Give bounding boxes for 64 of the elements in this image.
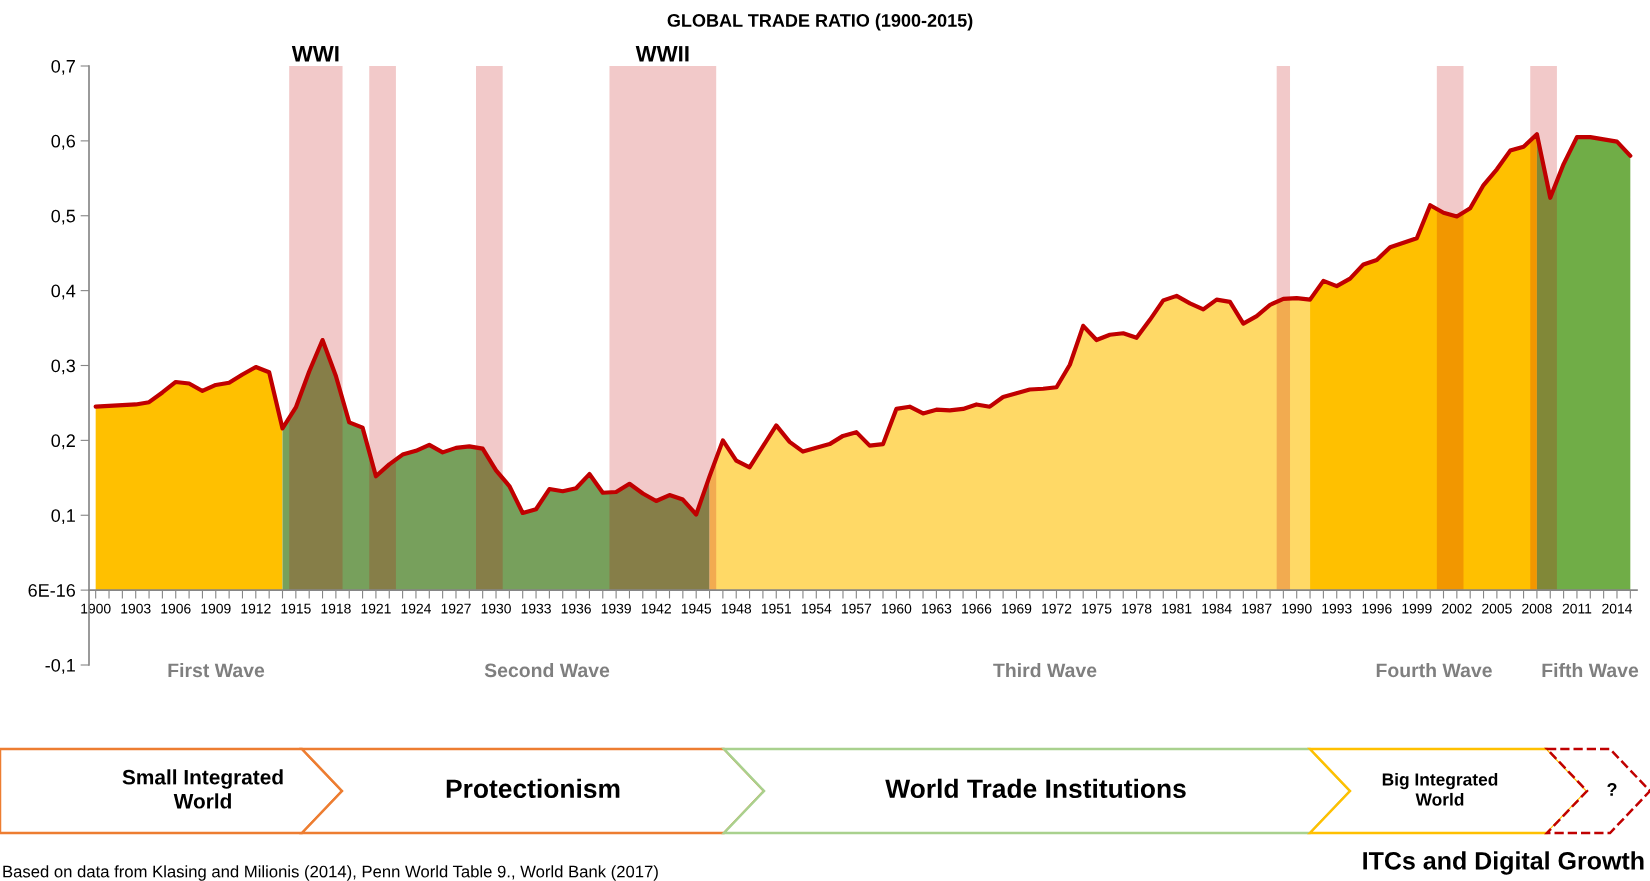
x-tick-label: 1924 — [401, 603, 431, 614]
x-tick-label: 1918 — [321, 603, 351, 614]
x-tick-label: 1984 — [1202, 603, 1232, 614]
x-tick-label: 1966 — [962, 603, 992, 614]
x-tick-label: 2008 — [1522, 603, 1552, 614]
annotation: Fourth Wave — [1376, 662, 1492, 678]
y-tick-label: 0,6 — [51, 134, 76, 150]
x-tick-label: 1912 — [241, 603, 271, 614]
x-tick-label: 1939 — [601, 603, 631, 614]
annotation: Third Wave — [993, 662, 1097, 678]
x-tick-label: 1945 — [681, 603, 712, 614]
x-tick-label: 1909 — [201, 603, 231, 614]
line-series — [93, 132, 1633, 517]
y-tick-label: 0,2 — [51, 434, 75, 450]
x-tick-label: 1975 — [1082, 603, 1112, 614]
text: ? — [1607, 783, 1617, 796]
x-tick-label: 1960 — [881, 603, 912, 614]
x-tick-label: 1927 — [441, 603, 471, 614]
x-tick-label: 1981 — [1162, 603, 1192, 614]
x-tick-label: 1963 — [922, 603, 952, 614]
y-tick-label: 0,1 — [51, 509, 75, 525]
y-tick-label: 6E-16 — [28, 584, 76, 597]
x-tick-label: 1996 — [1362, 603, 1392, 614]
band-label: WWI — [291, 46, 339, 62]
text: Protectionism — [446, 778, 620, 799]
x-tick-label: 1990 — [1282, 603, 1312, 614]
x-tick-label: 1954 — [801, 603, 832, 614]
x-tick-label: 1969 — [1002, 603, 1032, 614]
y-tick-label: 0,3 — [51, 359, 76, 375]
x-tick-label: 1948 — [721, 603, 752, 614]
x-tick-label: 1921 — [361, 603, 391, 614]
x-tick-label: 2005 — [1482, 603, 1512, 614]
x-tick-label: 1933 — [521, 603, 551, 614]
x-tick-label: 2011 — [1562, 603, 1592, 614]
chart-title: GLOBAL TRADE RATIO (1900-2015) — [667, 13, 973, 31]
text: Big Integrated World — [1382, 772, 1498, 806]
x-tick-label: 1999 — [1402, 603, 1432, 614]
x-tick-label: 1957 — [841, 603, 872, 614]
annotation: Fifth Wave — [1542, 662, 1639, 678]
x-tick-label: 1903 — [121, 603, 151, 614]
x-tick-label: 1906 — [161, 603, 191, 614]
x-tick-label: 2002 — [1442, 603, 1472, 614]
text: ITCs and Digital Growth — [1363, 851, 1644, 875]
y-tick-label: -0,1 — [45, 658, 75, 674]
x-tick-label: 1942 — [641, 603, 671, 614]
x-tick-label: 1978 — [1122, 603, 1152, 614]
annotation: Second Wave — [484, 662, 610, 678]
y-tick-label: 0,5 — [51, 209, 76, 225]
x-tick-label: 1993 — [1322, 603, 1352, 614]
x-tick-label: 1972 — [1042, 603, 1072, 614]
x-tick-label: 1987 — [1242, 603, 1272, 614]
x-tick-label: 1951 — [761, 603, 792, 614]
annotation: First Wave — [168, 662, 265, 678]
x-tick-label: 1900 — [81, 603, 111, 614]
x-tick-label: 1930 — [481, 603, 511, 614]
text: Small Integrated World — [122, 769, 283, 809]
y-tick-label: 0,7 — [51, 59, 75, 75]
y-tick-label: 0,4 — [51, 284, 76, 300]
text: World Trade Institutions — [885, 778, 1186, 799]
x-tick-label: 1915 — [281, 603, 311, 614]
x-tick-label: 1936 — [561, 603, 591, 614]
text: Based on data from Klasing and Milionis (2014), Penn World Table 9., World Bank (2017) — [3, 865, 658, 881]
band-label: WWII — [635, 46, 689, 62]
x-tick-label: 2014 — [1602, 603, 1633, 614]
